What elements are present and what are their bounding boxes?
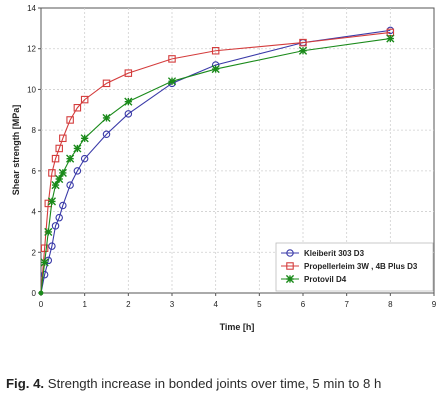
figure-caption-text: Strength increase in bonded joints over … [44, 376, 382, 391]
series-line [40, 31, 391, 294]
series-line [40, 29, 391, 294]
data-point [48, 169, 56, 177]
figure-caption: Fig. 4. Strength increase in bonded join… [6, 376, 441, 391]
data-point [102, 130, 111, 138]
data-point [40, 270, 49, 279]
data-point [80, 134, 89, 143]
data-point [40, 258, 49, 267]
y-tick-label: 4 [32, 208, 37, 217]
x-tick-label: 2 [126, 300, 131, 309]
data-point [44, 227, 53, 237]
x-axis-title: Time [h] [220, 322, 255, 332]
legend-marker [285, 274, 295, 284]
series-line [40, 37, 391, 294]
data-point [59, 134, 67, 143]
data-point [51, 154, 60, 163]
data-point [102, 113, 111, 123]
data-point [51, 181, 60, 190]
origin-point [38, 290, 44, 296]
legend: Kleiberit 303 D3 Propellerleim 3W , 4B Pl… [275, 242, 434, 292]
data-point [73, 104, 82, 112]
data-point [299, 38, 307, 47]
series-star [40, 34, 395, 294]
y-tick-label: 6 [32, 167, 37, 176]
series-group [38, 26, 395, 296]
data-point [55, 213, 63, 222]
data-point [66, 116, 74, 124]
data-point [66, 181, 74, 189]
data-point [124, 69, 133, 77]
legend-box [275, 242, 434, 292]
data-point [211, 64, 220, 74]
data-point [386, 34, 395, 43]
x-tick-label: 1 [82, 300, 87, 309]
legend-label: Kleiberit 303 D3 [304, 249, 365, 258]
x-tick-label: 5 [257, 300, 262, 309]
data-point [124, 97, 133, 106]
legend-marker [286, 262, 294, 270]
figure-label: Fig. 4. [6, 376, 45, 391]
x-tick-label: 7 [344, 300, 349, 309]
data-point [66, 154, 75, 163]
data-point [211, 46, 220, 55]
x-tick-label: 8 [388, 300, 393, 309]
legend-label: Protovil D4 [304, 275, 347, 284]
data-point [102, 79, 111, 88]
series-circle [40, 26, 395, 294]
data-point [73, 167, 82, 175]
data-point [47, 197, 57, 206]
y-axis-title: Shear strength [MPa] [11, 105, 21, 196]
data-point [298, 46, 308, 55]
data-point [58, 168, 67, 177]
legend-marker [286, 249, 294, 257]
data-point [73, 144, 82, 153]
data-point [59, 201, 67, 210]
x-tick-label: 9 [432, 300, 437, 309]
y-tick-label: 14 [27, 4, 36, 13]
x-tick-label: 3 [170, 300, 175, 309]
x-tick-label: 4 [213, 300, 218, 309]
data-point [48, 242, 56, 250]
y-tick-label: 12 [27, 45, 36, 54]
data-point [55, 144, 63, 153]
legend-label: Propellerleim 3W , 4B Plus D3 [304, 262, 418, 271]
data-point [40, 244, 49, 252]
x-tick-label: 0 [39, 300, 44, 309]
data-point [168, 55, 176, 63]
data-point [55, 174, 64, 184]
data-point [51, 222, 60, 230]
data-point [167, 77, 177, 86]
y-tick-label: 0 [32, 289, 37, 298]
y-tick-label: 8 [32, 126, 37, 135]
data-point [124, 110, 133, 118]
data-point [80, 154, 89, 163]
x-tick-label: 6 [301, 300, 306, 309]
y-tick-label: 2 [32, 248, 37, 257]
data-point [80, 95, 89, 104]
y-tick-label: 10 [27, 85, 36, 94]
